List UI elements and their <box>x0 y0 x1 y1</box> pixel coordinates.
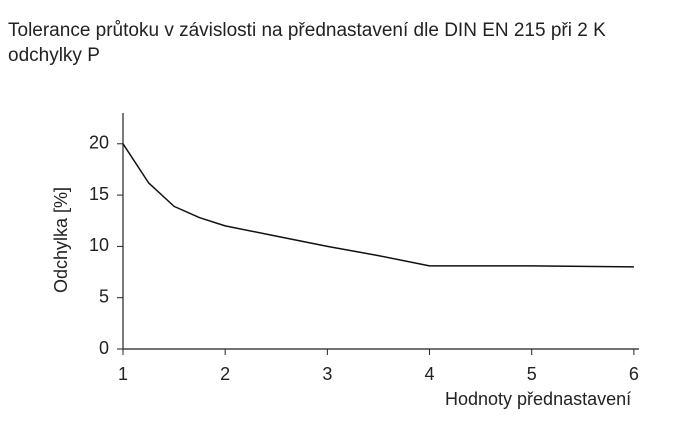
x-tick-label: 3 <box>322 364 332 384</box>
x-tick-label: 4 <box>425 364 435 384</box>
y-tick-label: 0 <box>99 338 109 358</box>
chart-title: Tolerance průtoku v závislosti na předna… <box>8 20 606 66</box>
x-tick-label: 2 <box>220 364 230 384</box>
y-tick-label: 10 <box>89 235 109 255</box>
x-axis-label: Hodnoty přednastavení <box>445 389 631 409</box>
y-tick-label: 15 <box>89 184 109 204</box>
y-tick-label: 5 <box>99 286 109 306</box>
x-tick-label: 5 <box>527 364 537 384</box>
x-tick-label: 6 <box>629 364 639 384</box>
y-axis-label: Odchylka [%] <box>51 187 71 293</box>
data-line <box>122 143 634 268</box>
y-tick-label: 20 <box>89 133 109 153</box>
x-tick-label: 1 <box>118 364 128 384</box>
